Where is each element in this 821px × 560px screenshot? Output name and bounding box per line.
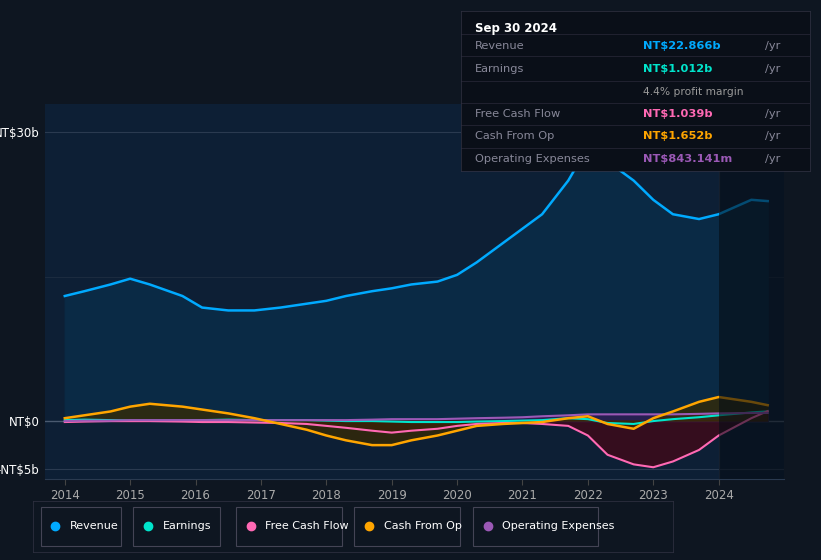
Text: Earnings: Earnings <box>163 521 211 531</box>
Text: NT$1.039b: NT$1.039b <box>643 109 713 119</box>
Text: NT$1.652b: NT$1.652b <box>643 132 713 142</box>
Text: Sep 30 2024: Sep 30 2024 <box>475 22 557 35</box>
Text: /yr: /yr <box>765 154 780 164</box>
Text: /yr: /yr <box>765 40 780 50</box>
Text: Cash From Op: Cash From Op <box>475 132 555 142</box>
Text: Cash From Op: Cash From Op <box>383 521 461 531</box>
Text: /yr: /yr <box>765 109 780 119</box>
Text: Earnings: Earnings <box>475 64 525 74</box>
Text: Revenue: Revenue <box>475 40 525 50</box>
Text: Operating Expenses: Operating Expenses <box>502 521 615 531</box>
Text: /yr: /yr <box>765 64 780 74</box>
Text: /yr: /yr <box>765 132 780 142</box>
Text: Free Cash Flow: Free Cash Flow <box>265 521 349 531</box>
Text: Free Cash Flow: Free Cash Flow <box>475 109 561 119</box>
Text: NT$843.141m: NT$843.141m <box>643 154 732 164</box>
Bar <box>718 104 784 479</box>
Text: NT$1.012b: NT$1.012b <box>643 64 713 74</box>
Text: 4.4% profit margin: 4.4% profit margin <box>643 87 743 97</box>
Text: Revenue: Revenue <box>70 521 119 531</box>
Text: NT$22.866b: NT$22.866b <box>643 40 721 50</box>
Text: Operating Expenses: Operating Expenses <box>475 154 590 164</box>
